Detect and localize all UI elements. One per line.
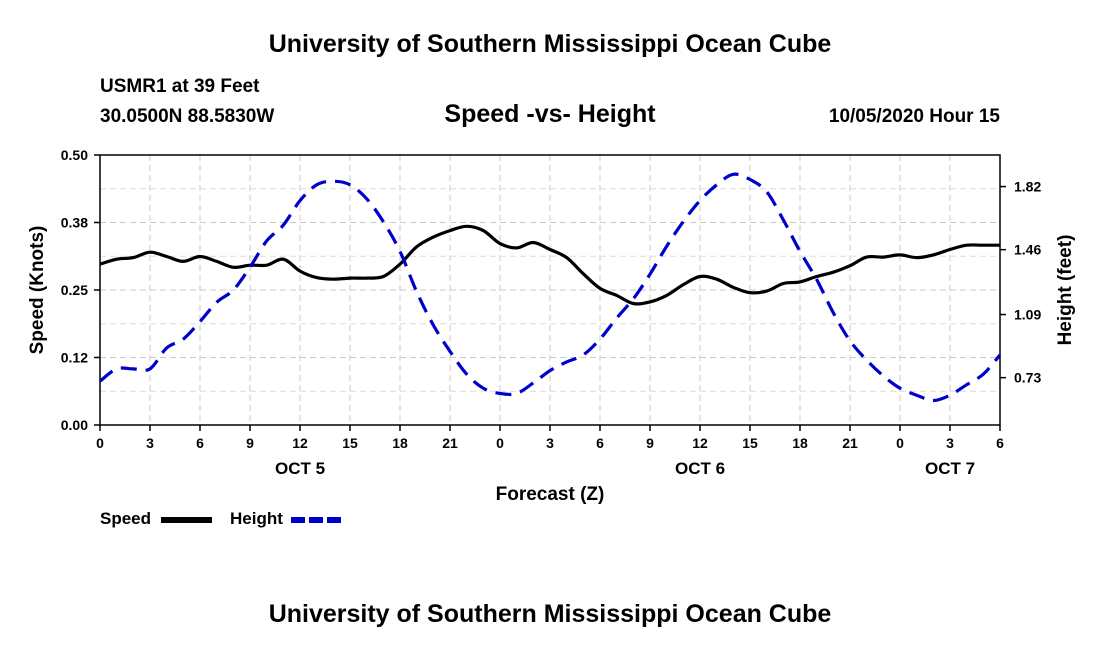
page-title: University of Southern Mississippi Ocean… (268, 30, 832, 58)
x-tick-label: 12 (692, 435, 708, 451)
forecast-datetime: 10/05/2020 Hour 15 (828, 106, 1000, 127)
x-tick-label: 21 (842, 435, 858, 451)
legend-label-height: Height (230, 509, 283, 528)
x-tick-label: 0 (96, 435, 104, 451)
y-tick-label: 0.38 (61, 215, 88, 231)
y2-tick-label: 0.73 (1014, 370, 1041, 386)
y-tick-label: 0.25 (61, 282, 88, 298)
x-tick-label: 21 (442, 435, 458, 451)
x-tick-label: 3 (146, 435, 154, 451)
y2-tick-label: 1.09 (1014, 307, 1041, 323)
coordinates-label: 30.0500N 88.5830W (100, 106, 275, 127)
footer-title: University of Southern Mississippi Ocean… (268, 600, 832, 628)
x-date-label: OCT 5 (275, 459, 325, 478)
y-tick-label: 0.00 (61, 417, 88, 433)
x-tick-label: 6 (996, 435, 1004, 451)
x-tick-label: 9 (246, 435, 254, 451)
x-tick-label: 6 (596, 435, 604, 451)
y2-tick-label: 1.82 (1014, 179, 1041, 195)
x-tick-label: 15 (742, 435, 758, 451)
legend-label-speed: Speed (100, 509, 152, 528)
x-tick-label: 0 (896, 435, 904, 451)
y2-axis-title: Height (feet) (1055, 235, 1076, 346)
x-tick-label: 3 (946, 435, 954, 451)
chart-title: Speed -vs- Height (444, 100, 656, 128)
x-date-label: OCT 6 (675, 459, 725, 478)
y2-tick-label: 1.46 (1014, 242, 1041, 258)
station-label: USMR1 at 39 Feet (100, 76, 260, 97)
x-tick-label: 3 (546, 435, 554, 451)
x-tick-label: 18 (792, 435, 808, 451)
x-tick-label: 12 (292, 435, 308, 451)
x-tick-label: 9 (646, 435, 654, 451)
x-axis-title: Forecast (Z) (496, 484, 605, 505)
x-tick-label: 0 (496, 435, 504, 451)
x-tick-label: 6 (196, 435, 204, 451)
x-date-label: OCT 7 (925, 459, 975, 478)
x-tick-label: 18 (392, 435, 408, 451)
y-axis-title: Speed (Knots) (27, 226, 48, 355)
series-line-height (98, 172, 1002, 403)
x-tick-label: 15 (342, 435, 358, 451)
y-tick-label: 0.12 (61, 350, 88, 366)
y-tick-label: 0.50 (61, 147, 88, 163)
